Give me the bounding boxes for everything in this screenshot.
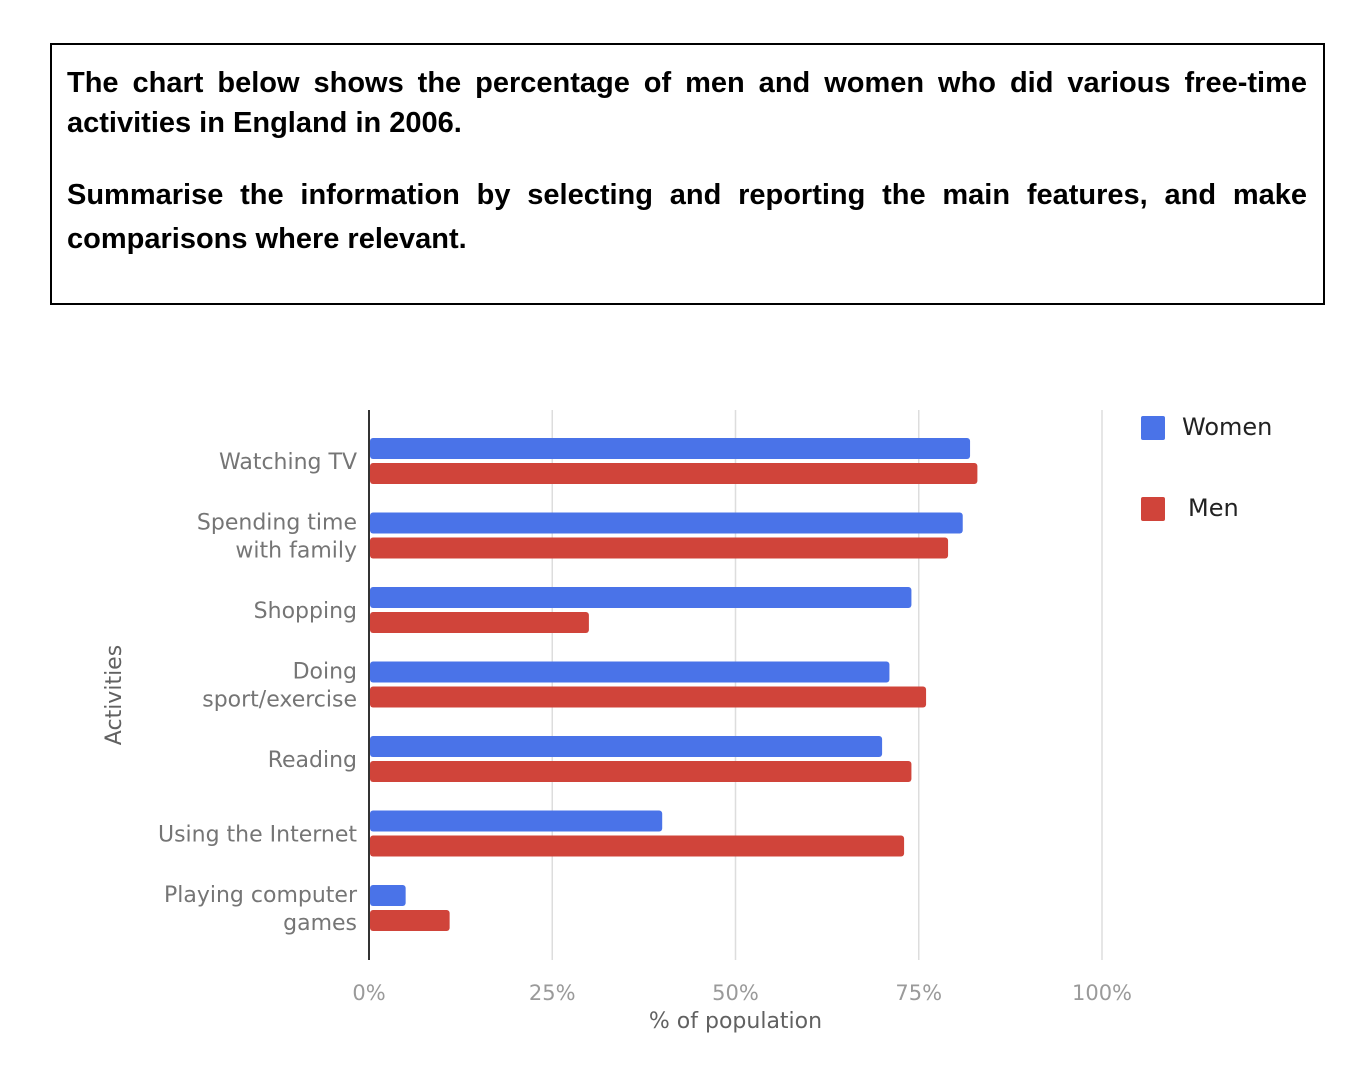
x-tick-label: 50% <box>712 981 759 1005</box>
task-instruction: Summarise the information by selecting a… <box>67 179 1307 255</box>
category-label: Reading <box>268 748 357 773</box>
category-label: Playing computer <box>164 883 358 908</box>
x-tick-label: 75% <box>895 981 942 1005</box>
category-labels: Watching TV Spending time with family Shopp… <box>158 450 358 936</box>
bar-men <box>370 910 450 931</box>
bar-women <box>370 661 890 683</box>
gridlines <box>551 410 1103 960</box>
bars <box>370 438 978 931</box>
legend-label: Men <box>1188 494 1239 522</box>
category-label: games <box>283 911 357 936</box>
x-tick-label: 100% <box>1072 981 1132 1005</box>
legend: Women Men <box>1141 413 1272 522</box>
bar-women <box>370 885 406 906</box>
bar-chart: Watching TV Spending time with family Shopp… <box>102 410 1272 1034</box>
task-prompt-box: The chart below shows the percentage of … <box>50 43 1325 305</box>
bar-men <box>370 835 905 857</box>
x-tick-label: 25% <box>529 981 576 1005</box>
bar-women <box>370 512 963 534</box>
x-tick-labels: 0% 25% 50% 75% 100% <box>352 981 1132 1005</box>
category-label: Watching TV <box>219 450 357 475</box>
x-tick-label: 0% <box>352 981 385 1005</box>
category-label: Using the Internet <box>158 823 357 848</box>
bar-women <box>370 810 663 832</box>
legend-swatch-men <box>1141 497 1165 521</box>
category-label: Spending time <box>197 511 357 536</box>
x-axis-title: % of population <box>649 1009 822 1034</box>
category-label: Doing <box>293 660 357 685</box>
category-label: Shopping <box>254 599 357 624</box>
bar-women <box>370 736 883 757</box>
legend-label: Women <box>1182 413 1272 441</box>
category-label: sport/exercise <box>202 688 357 713</box>
category-label: with family <box>235 539 357 564</box>
legend-swatch-women <box>1141 416 1165 440</box>
bar-women <box>370 438 971 459</box>
bar-men <box>370 686 927 708</box>
bar-women <box>370 587 912 608</box>
y-axis-title: Activities <box>102 645 127 745</box>
bar-men <box>370 463 978 484</box>
task-description: The chart below shows the percentage of … <box>67 67 1307 139</box>
bar-men <box>370 761 912 782</box>
bar-men <box>370 537 949 559</box>
bar-men <box>370 612 589 633</box>
